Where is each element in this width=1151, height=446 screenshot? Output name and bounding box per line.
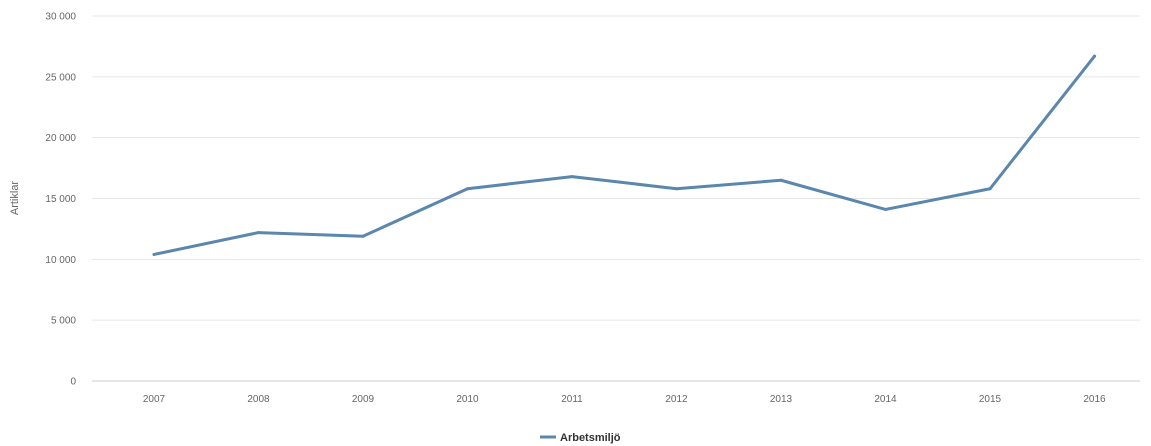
x-tick-label: 2013	[770, 394, 793, 405]
x-tick-label: 2010	[456, 394, 479, 405]
y-tick-label: 0	[70, 377, 76, 388]
y-tick-label: 15 000	[45, 194, 76, 205]
y-tick-label: 25 000	[45, 72, 76, 83]
series-layer	[152, 54, 1096, 256]
data-point[interactable]	[466, 187, 469, 191]
x-tick-label: 2015	[979, 394, 1002, 405]
gridlines	[92, 15, 1140, 321]
x-tick-label: 2009	[352, 394, 375, 405]
data-point[interactable]	[257, 231, 260, 235]
x-tick-label: 2011	[561, 394, 583, 405]
y-tick-label: 30 000	[45, 12, 76, 23]
y-axis-tick-labels: 0 5 000 10 000 15 000 20 000 25 000 30 000	[45, 12, 76, 388]
data-point[interactable]	[570, 175, 574, 179]
data-point[interactable]	[884, 207, 887, 211]
x-tick-label: 2008	[247, 394, 270, 405]
data-point[interactable]	[1093, 54, 1096, 58]
y-axis-title: Artiklar	[9, 181, 21, 216]
data-point[interactable]	[361, 234, 365, 238]
series-line	[152, 54, 1096, 256]
x-tick-label: 2007	[143, 394, 166, 405]
data-point[interactable]	[988, 187, 992, 191]
legend[interactable]: Arbetsmiljö	[540, 432, 621, 444]
y-tick-label: 10 000	[45, 255, 76, 266]
x-axis-tick-labels: 2007 2008 2009 2010 2011 2012 2013 2014 2015 2016	[143, 394, 1106, 405]
x-tick-label: 2016	[1083, 394, 1106, 405]
y-tick-label: 20 000	[45, 133, 76, 144]
x-tick-label: 2014	[874, 394, 897, 405]
y-tick-label: 5 000	[51, 316, 76, 327]
legend-label-arbetsmiljo: Arbetsmiljö	[560, 432, 621, 444]
data-point[interactable]	[152, 252, 156, 256]
x-tick-label: 2012	[665, 394, 688, 405]
data-point[interactable]	[675, 187, 678, 191]
data-point[interactable]	[779, 178, 783, 182]
